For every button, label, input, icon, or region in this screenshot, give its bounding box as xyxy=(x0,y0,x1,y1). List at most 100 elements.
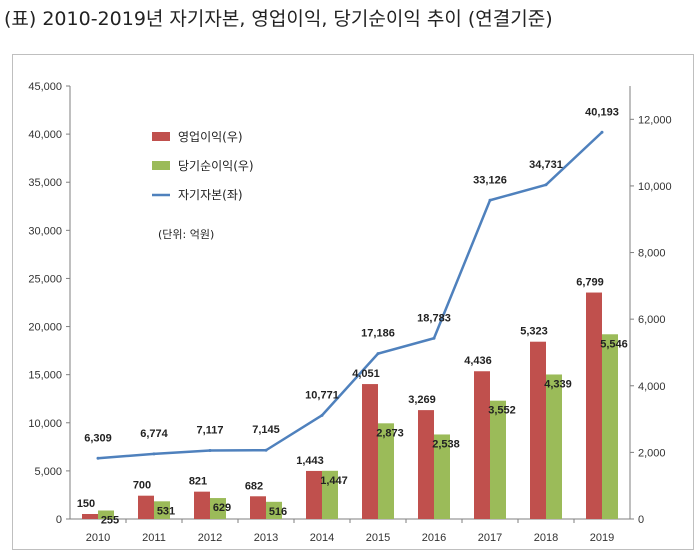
bars-group xyxy=(82,292,618,519)
right-tick-label: 12,000 xyxy=(638,114,672,126)
x-tick-label: 2017 xyxy=(478,532,502,544)
legend-swatch-operating-profit xyxy=(152,132,170,141)
net-income-label: 5,546 xyxy=(600,338,628,350)
right-tick-label: 0 xyxy=(638,514,644,526)
legend-label-net-income: 당기순이익(우) xyxy=(178,159,254,173)
axes-group: 0 5,000 10,000 15,000 20,000 25,000 30,000 35,0… xyxy=(28,81,671,544)
net-income-label: 516 xyxy=(269,506,287,518)
left-tick-label: 15,000 xyxy=(28,370,62,382)
left-tick-label: 35,000 xyxy=(28,177,62,189)
operating-profit-label: 1,443 xyxy=(296,455,324,467)
net-income-bar xyxy=(546,374,562,519)
equity-point xyxy=(320,413,324,417)
operating-profit-label: 700 xyxy=(133,480,151,492)
net-income-bar xyxy=(266,501,282,519)
equity-point xyxy=(376,352,380,356)
equity-point xyxy=(264,448,268,452)
x-tick-label: 2010 xyxy=(86,532,110,544)
data-labels-group: 150 255 700 531 821 629 682 516 1,443 1,447 4,051 2… xyxy=(77,106,628,526)
operating-profit-label: 821 xyxy=(189,476,207,488)
operating-profit-bar xyxy=(138,495,154,519)
chart-frame xyxy=(12,54,694,550)
net-income-bar xyxy=(602,334,618,519)
net-income-label: 1,447 xyxy=(320,475,348,487)
x-tick-label: 2014 xyxy=(310,532,334,544)
legend-label-equity: 자기자본(좌) xyxy=(178,188,243,202)
net-income-label: 2,538 xyxy=(432,438,460,450)
net-income-bar xyxy=(98,510,114,519)
equity-label: 34,731 xyxy=(529,159,563,171)
x-tick-label: 2012 xyxy=(198,532,222,544)
equity-label: 7,117 xyxy=(197,425,224,437)
equity-point xyxy=(600,130,604,134)
operating-profit-bar xyxy=(474,371,490,519)
net-income-label: 531 xyxy=(157,505,175,517)
equity-point xyxy=(544,183,548,187)
net-income-bar xyxy=(434,434,450,519)
equity-point xyxy=(432,336,436,340)
operating-profit-label: 3,269 xyxy=(408,394,436,406)
left-tick-label: 45,000 xyxy=(28,81,62,93)
left-tick-label: 25,000 xyxy=(28,273,62,285)
equity-point xyxy=(488,198,492,202)
operating-profit-bar xyxy=(82,514,98,519)
equity-point xyxy=(208,449,212,453)
x-tick-label: 2018 xyxy=(534,532,558,544)
right-tick-label: 6,000 xyxy=(638,314,666,326)
operating-profit-label: 682 xyxy=(245,480,263,492)
right-tick-label: 10,000 xyxy=(638,181,672,193)
equity-label: 10,771 xyxy=(305,389,339,401)
left-tick-label: 0 xyxy=(56,514,62,526)
operating-profit-bar xyxy=(586,292,602,519)
x-tick-label: 2019 xyxy=(590,532,614,544)
operating-profit-bar xyxy=(250,496,266,519)
right-tick-label: 2,000 xyxy=(638,447,666,459)
operating-profit-label: 6,799 xyxy=(576,277,604,289)
operating-profit-bar xyxy=(530,341,546,519)
line-group xyxy=(96,130,604,460)
chart-title: (표) 2010-2019년 자기자본, 영업이익, 당기순이익 추이 (연결기… xyxy=(4,8,553,30)
net-income-bar xyxy=(490,400,506,519)
operating-profit-label: 4,436 xyxy=(464,355,492,367)
operating-profit-bar xyxy=(194,491,210,519)
equity-label: 6,774 xyxy=(140,428,168,440)
left-tick-label: 30,000 xyxy=(28,225,62,237)
net-income-label: 4,339 xyxy=(544,378,572,390)
net-income-label: 2,873 xyxy=(376,427,404,439)
operating-profit-label: 4,051 xyxy=(352,368,380,380)
unit-note: (단위: 억원) xyxy=(158,228,214,241)
operating-profit-label: 150 xyxy=(77,498,95,510)
net-income-bar xyxy=(210,498,226,519)
left-tick-label: 40,000 xyxy=(28,129,62,141)
legend-swatch-net-income xyxy=(152,161,170,170)
net-income-label: 255 xyxy=(101,515,119,527)
left-tick-label: 20,000 xyxy=(28,322,62,334)
right-tick-label: 4,000 xyxy=(638,381,666,393)
left-tick-label: 10,000 xyxy=(28,418,62,430)
right-tick-label: 8,000 xyxy=(638,248,666,260)
x-tick-label: 2016 xyxy=(422,532,446,544)
net-income-label: 3,552 xyxy=(488,405,516,417)
equity-label: 18,783 xyxy=(417,312,451,324)
legend-label-operating-profit: 영업이익(우) xyxy=(178,130,243,144)
net-income-label: 629 xyxy=(213,502,231,514)
left-tick-label: 5,000 xyxy=(34,466,62,478)
equity-label: 6,309 xyxy=(84,432,112,444)
equity-label: 33,126 xyxy=(473,174,507,186)
equity-line xyxy=(97,131,603,460)
operating-profit-bar xyxy=(306,470,322,519)
operating-profit-bar xyxy=(418,410,434,519)
x-tick-label: 2015 xyxy=(366,532,390,544)
legend: 영업이익(우) 당기순이익(우) 자기자본(좌) (단위: 억원) xyxy=(152,130,254,241)
equity-point xyxy=(152,452,156,456)
equity-label: 17,186 xyxy=(361,328,395,340)
x-tick-label: 2013 xyxy=(254,532,278,544)
equity-label: 40,193 xyxy=(585,106,619,118)
operating-profit-bar xyxy=(362,384,378,519)
operating-profit-label: 5,323 xyxy=(520,326,548,338)
equity-label: 7,145 xyxy=(252,424,280,436)
x-tick-label: 2011 xyxy=(142,532,166,544)
net-income-bar xyxy=(154,501,170,519)
equity-point xyxy=(96,456,100,460)
